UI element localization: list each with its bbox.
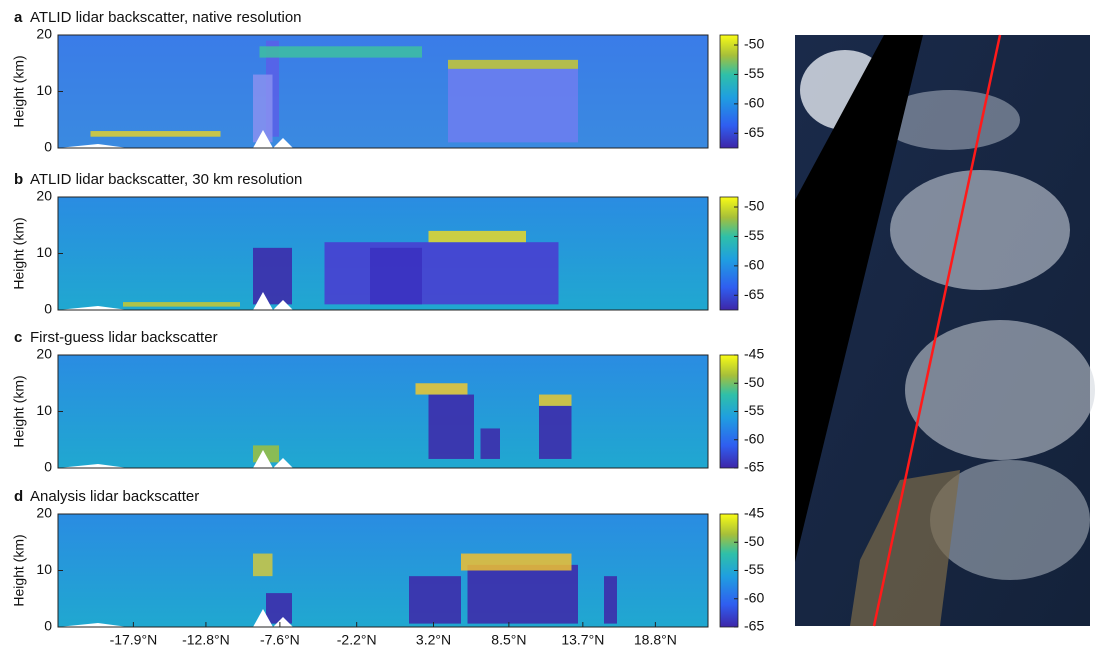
panel-title: ATLID lidar backscatter, native resoluti… [30,9,302,26]
heatmap-cell [539,406,572,459]
y-tick-label: 0 [44,301,52,317]
colorbar-tick-label: -50 [744,36,764,52]
heatmap-cell [604,576,617,623]
heatmap-cell [325,242,559,304]
heatmap-cell [416,383,468,394]
colorbar-tick-label: -55 [744,402,764,418]
heatmap-cell [481,428,501,459]
colorbar-tick-label: -60 [744,430,764,446]
heatmap-cell [539,395,572,406]
x-tick-label: 3.2°N [416,632,451,648]
panel: c First-guess lidar backscatter 0 10 20 Heigh… [11,329,765,475]
panel-title: ATLID lidar backscatter, 30 km resolutio… [30,171,302,188]
heatmap-cell [253,248,292,305]
colorbar [720,35,738,148]
y-tick-label: 20 [36,26,52,42]
x-tick-label: -12.8°N [182,632,230,648]
heatmap [58,355,708,468]
panel-title: First-guess lidar backscatter [30,329,218,346]
y-tick-label: 10 [36,561,52,577]
y-tick-label: 0 [44,618,52,634]
panel-label: c [14,329,22,346]
y-axis-label: Height (km) [11,217,27,289]
heatmap-cell [260,46,423,57]
x-tick-label: -2.2°N [337,632,377,648]
colorbar-tick-label: -60 [744,589,764,605]
panel-label: b [14,171,23,188]
y-tick-label: 20 [36,505,52,521]
y-axis-label: Height (km) [11,375,27,447]
colorbar-tick-label: -65 [744,618,764,634]
heatmap-cell [429,231,527,242]
panel-label: a [14,9,23,26]
colorbar-tick-label: -45 [744,346,764,362]
y-tick-label: 10 [36,82,52,98]
y-tick-label: 10 [36,402,52,418]
figure: a ATLID lidar backscatter, native resolut… [0,0,1100,652]
heatmap-cell [123,302,240,307]
colorbar-tick-label: -55 [744,561,764,577]
colorbar-tick-label: -50 [744,198,764,214]
x-tick-label: 18.8°N [634,632,677,648]
colorbar-tick-label: -50 [744,374,764,390]
colorbar-tick-label: -60 [744,95,764,111]
y-axis-label: Height (km) [11,534,27,606]
x-tick-label: 8.5°N [491,632,526,648]
panel: a ATLID lidar backscatter, native resolut… [11,9,765,155]
panel: d Analysis lidar backscatter 0 10 20 Height (… [11,488,765,648]
heatmap-cell [370,248,422,305]
heatmap-cell [253,554,273,577]
heatmap-cell [468,565,579,624]
x-tick-label: -17.9°N [110,632,158,648]
heatmap-cell [448,69,578,142]
colorbar-tick-label: -60 [744,257,764,273]
heatmap-cell [461,554,572,571]
heatmap-cell [266,593,292,624]
colorbar-tick-label: -65 [744,459,764,475]
y-tick-label: 10 [36,244,52,260]
panel: b ATLID lidar backscatter, 30 km resoluti… [11,171,765,317]
colorbar [720,197,738,310]
panel-label: d [14,488,23,505]
colorbar-tick-label: -55 [744,65,764,81]
colorbar-tick-label: -65 [744,286,764,302]
x-tick-label: 13.7°N [561,632,604,648]
colorbar-tick-label: -45 [744,505,764,521]
panel-title: Analysis lidar backscatter [30,488,199,505]
y-tick-label: 0 [44,459,52,475]
satellite-image [795,35,1095,626]
y-axis-label: Height (km) [11,55,27,127]
heatmap-cell [448,60,578,69]
heatmap-cell [409,576,461,623]
x-tick-label: -7.6°N [260,632,300,648]
y-tick-label: 20 [36,346,52,362]
heatmap-cell [91,131,221,137]
colorbar-tick-label: -65 [744,124,764,140]
y-tick-label: 0 [44,139,52,155]
colorbar-tick-label: -55 [744,227,764,243]
colorbar-tick-label: -50 [744,533,764,549]
heatmap-cell [429,395,475,459]
y-tick-label: 20 [36,188,52,204]
